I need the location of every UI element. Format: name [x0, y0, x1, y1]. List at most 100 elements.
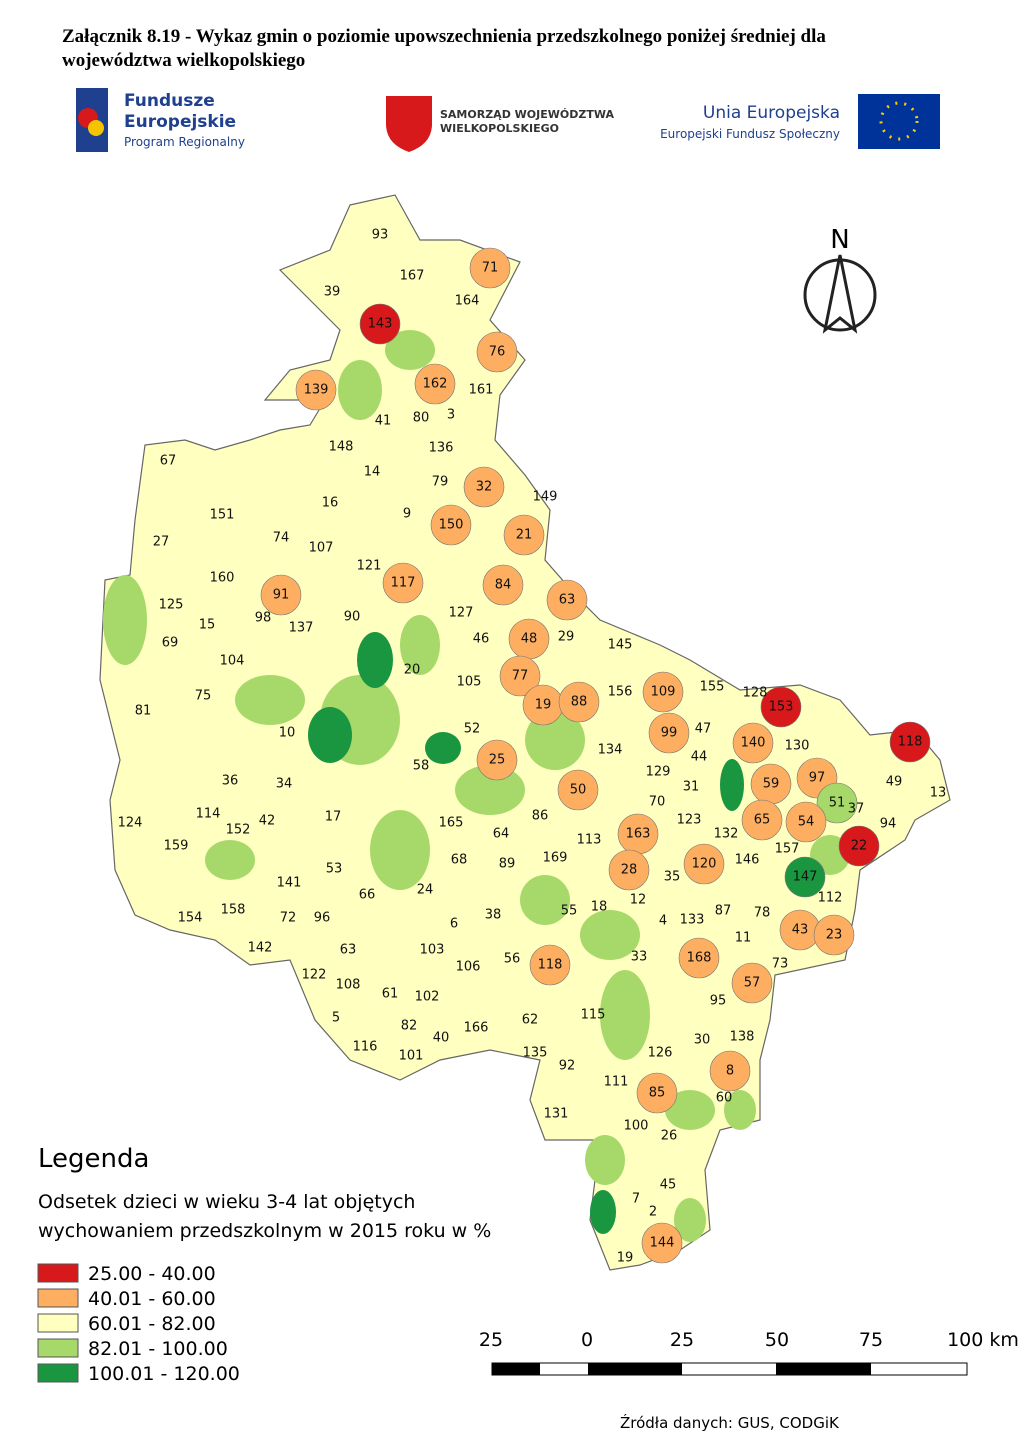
- municipality-label: 49: [886, 775, 903, 790]
- logo-sw: SAMORZĄD WOJEWÓDZTWA WIELKOPOLSKIEGO: [386, 96, 614, 152]
- municipality-label: 81: [135, 704, 152, 719]
- municipality-label: 145: [608, 638, 633, 653]
- municipality-label: 103: [420, 943, 445, 958]
- municipality-label: 11: [735, 931, 752, 946]
- logo-text: Europejski Fundusz Społeczny: [660, 127, 840, 141]
- municipality-label: 167: [400, 269, 425, 284]
- municipality-label: 89: [499, 857, 516, 872]
- municipality-label: 19: [535, 698, 552, 713]
- municipality: [642, 671, 684, 713]
- municipality-label: 7: [632, 1192, 640, 1207]
- municipality-label: 12: [630, 893, 647, 908]
- dark-green-areas: [308, 632, 744, 1234]
- municipality-label: 24: [417, 883, 434, 898]
- municipality-label: 109: [651, 685, 676, 700]
- municipality-label: 164: [455, 294, 480, 309]
- municipality-label: 71: [482, 261, 499, 276]
- municipality-label: 87: [715, 904, 732, 919]
- municipality-label: 133: [680, 913, 705, 928]
- municipality-label: 48: [521, 632, 538, 647]
- municipality: [741, 799, 783, 841]
- municipality-label: 129: [646, 765, 671, 780]
- municipality: [648, 712, 690, 754]
- source: Źródła danych: GUS, CODGiK: [620, 1413, 840, 1432]
- municipality-label: 77: [512, 669, 529, 684]
- municipality-label: 43: [792, 923, 809, 938]
- municipality: [816, 782, 858, 824]
- municipality-label: 20: [404, 663, 421, 678]
- municipality-label: 75: [195, 689, 212, 704]
- municipality-label: 134: [598, 743, 623, 758]
- municipality-label: 85: [649, 1086, 666, 1101]
- municipality-label: 111: [604, 1075, 629, 1090]
- municipality-label: 141: [277, 876, 302, 891]
- municipality-label: 58: [413, 759, 430, 774]
- municipality: [529, 944, 571, 986]
- municipality-label: 44: [691, 750, 708, 765]
- municipality-label: 39: [324, 285, 341, 300]
- municipality-label: 108: [336, 978, 361, 993]
- logo-text: Fundusze: [124, 91, 215, 111]
- municipality-label: 73: [772, 957, 789, 972]
- municipality: [557, 769, 599, 811]
- scale-bar: 25 0 25 50 75 100 km: [479, 1329, 1019, 1376]
- municipality-label: 166: [464, 1021, 489, 1036]
- legend-label: 25.00 - 40.00: [88, 1263, 216, 1285]
- municipality-label: 169: [543, 851, 568, 866]
- municipality-label: 161: [469, 383, 494, 398]
- municipality-label: 155: [700, 680, 725, 695]
- municipality: [709, 1050, 751, 1092]
- municipality-label: 152: [226, 823, 251, 838]
- municipality: [678, 937, 720, 979]
- municipality-label: 156: [608, 685, 633, 700]
- municipality-label: 140: [741, 736, 766, 751]
- municipality-label: 106: [456, 960, 481, 975]
- municipality-label: 21: [516, 528, 533, 543]
- municipality-label: 63: [559, 593, 576, 608]
- municipality-label: 159: [164, 839, 189, 854]
- municipality-label: 76: [489, 345, 506, 360]
- municipality-label: 163: [626, 827, 651, 842]
- municipality-label: 98: [255, 611, 272, 626]
- title: województwa wielkopolskiego: [62, 50, 305, 71]
- legend-label: 100.01 - 120.00: [88, 1363, 240, 1385]
- municipality-label: 10: [279, 726, 296, 741]
- logo-text: Program Regionalny: [124, 135, 245, 149]
- municipality-label: 91: [273, 588, 290, 603]
- municipality-label: 50: [570, 783, 587, 798]
- municipality: [732, 722, 774, 764]
- municipality-label: 118: [538, 958, 563, 973]
- municipality-label: 47: [695, 722, 712, 737]
- municipality-label: 53: [326, 862, 343, 877]
- municipality-label: 150: [439, 518, 464, 533]
- municipality-label: 36: [222, 774, 239, 789]
- logo-ue: Unia Europejska Europejski Fundusz Społe…: [660, 94, 940, 149]
- legend-subtitle: Odsetek dzieci w wieku 3-4 lat objętych: [38, 1191, 415, 1213]
- municipality-label: 74: [273, 531, 290, 546]
- municipality-label: 38: [485, 908, 502, 923]
- municipality-label: 33: [631, 950, 648, 965]
- municipality-label: 4: [659, 914, 667, 929]
- municipality: [889, 721, 931, 763]
- municipality-label: 78: [754, 906, 771, 921]
- municipality: [359, 303, 401, 345]
- municipality-label: 8: [726, 1064, 734, 1079]
- municipality: [785, 801, 827, 843]
- municipality-label: 26: [661, 1129, 678, 1144]
- municipality: [636, 1072, 678, 1114]
- municipality-label: 28: [621, 863, 638, 878]
- municipality-label: 41: [375, 414, 392, 429]
- municipality: [382, 562, 424, 604]
- municipality-label: 160: [210, 571, 235, 586]
- municipality-label: 32: [476, 480, 493, 495]
- municipality-label: 104: [220, 654, 245, 669]
- municipality-label: 124: [118, 816, 143, 831]
- municipality-label: 153: [769, 700, 794, 715]
- municipality-label: 52: [464, 722, 481, 737]
- municipality-label: 13: [930, 786, 947, 801]
- municipality-label: 61: [382, 987, 399, 1002]
- municipality-label: 16: [322, 496, 339, 511]
- municipality-label: 30: [694, 1033, 711, 1048]
- municipality-label: 9: [403, 507, 411, 522]
